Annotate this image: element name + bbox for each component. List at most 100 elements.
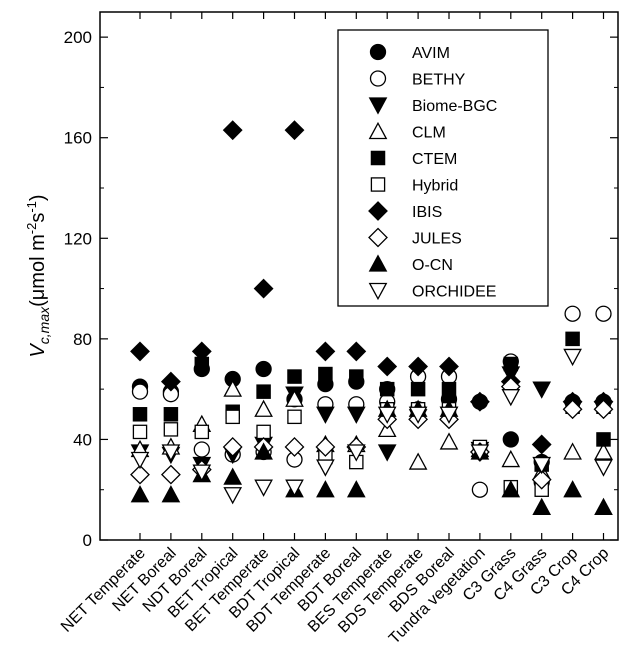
legend-marker xyxy=(368,121,388,140)
legend-label: O-CN xyxy=(412,257,453,274)
data-point-bethy xyxy=(471,481,489,498)
data-point-biome-bgc xyxy=(377,444,397,462)
data-point-o-cn xyxy=(223,467,243,485)
data-point-ctem xyxy=(441,381,457,397)
data-point-clm xyxy=(439,432,459,450)
y-label-unit-2: s xyxy=(27,213,49,223)
data-point-o-cn xyxy=(346,480,366,498)
data-point-orchidee xyxy=(346,444,366,462)
data-point-ibis xyxy=(315,341,336,362)
data-point-orchidee xyxy=(223,487,243,505)
data-point-o-cn xyxy=(316,480,335,498)
y-label-sub: c,max xyxy=(36,306,52,344)
legend-marker xyxy=(368,97,388,115)
y-tick-label: 80 xyxy=(73,330,92,349)
data-point-ibis xyxy=(377,356,398,377)
legend-marker xyxy=(368,282,388,301)
data-point-ibis xyxy=(408,356,429,377)
plot-area xyxy=(130,120,614,515)
data-point-clm xyxy=(223,379,243,397)
data-point-hybrid xyxy=(287,409,302,425)
legend-marker xyxy=(368,227,388,248)
data-point-orchidee xyxy=(563,348,582,367)
legend-label: IBIS xyxy=(412,204,442,221)
data-point-jules xyxy=(130,464,150,485)
data-point-clm xyxy=(408,452,428,470)
data-point-ibis xyxy=(531,434,552,455)
data-point-ctem xyxy=(349,369,364,384)
data-point-ibis xyxy=(284,120,305,141)
data-point-ctem xyxy=(379,381,395,397)
data-point-o-cn xyxy=(130,485,150,503)
legend: AVIM BETHY Biome-BGC CLM CTEM Hybrid IBIS JULES… xyxy=(337,29,549,307)
data-point-bethy xyxy=(193,441,210,458)
y-label-sup-2: -1 xyxy=(24,201,39,213)
data-point-clm xyxy=(285,389,304,407)
data-point-orchidee xyxy=(254,479,273,497)
data-point-ibis xyxy=(222,120,243,141)
data-point-orchidee xyxy=(470,444,490,462)
data-point-avim xyxy=(502,431,519,448)
data-point-orchidee xyxy=(285,479,304,497)
data-point-biome-bgc xyxy=(346,406,366,424)
data-point-bethy xyxy=(131,383,149,400)
legend-marker xyxy=(370,150,386,166)
data-point-ctem xyxy=(565,331,580,347)
legend-label: CLM xyxy=(412,125,446,142)
data-point-o-cn xyxy=(161,485,181,503)
data-point-biome-bgc xyxy=(532,381,552,399)
data-point-biome-bgc xyxy=(316,406,335,424)
data-point-ctem xyxy=(256,384,271,399)
legend-label: CTEM xyxy=(412,151,457,168)
data-point-jules xyxy=(315,437,336,457)
y-label-v: V xyxy=(27,343,49,358)
data-point-orchidee xyxy=(316,459,335,477)
data-point-hybrid xyxy=(194,424,210,440)
data-point-orchidee xyxy=(501,389,521,407)
legend-marker xyxy=(370,177,386,192)
data-point-ibis xyxy=(439,356,459,377)
y-tick-label: 120 xyxy=(64,229,92,248)
data-point-ibis xyxy=(130,341,150,362)
y-axis-label: Vc,max(μmol m-2s-1) xyxy=(24,194,52,357)
legend-label: Hybrid xyxy=(412,178,458,195)
y-tick-label: 200 xyxy=(64,28,92,47)
data-point-ctem xyxy=(132,407,148,422)
y-tick-label: 0 xyxy=(83,531,92,550)
data-point-orchidee xyxy=(192,464,212,482)
data-point-orchidee xyxy=(439,406,459,424)
data-point-ibis xyxy=(160,371,181,392)
data-point-ibis xyxy=(469,391,490,412)
data-point-ibis xyxy=(191,341,212,362)
data-point-jules xyxy=(160,464,181,485)
data-point-o-cn xyxy=(254,442,273,460)
data-point-orchidee xyxy=(377,406,397,424)
legend-marker xyxy=(368,201,388,221)
plot-frame xyxy=(99,11,619,541)
data-point-orchidee xyxy=(532,456,552,475)
legend-label: BETHY xyxy=(412,72,466,89)
data-point-o-cn xyxy=(501,480,521,498)
data-point-o-cn xyxy=(532,497,552,515)
data-point-o-cn xyxy=(594,497,613,515)
data-point-jules xyxy=(593,399,614,420)
data-point-clm xyxy=(563,442,582,460)
y-tick-label: 40 xyxy=(73,430,92,449)
data-point-o-cn xyxy=(563,480,582,498)
data-point-ctem xyxy=(318,366,333,382)
y-label-close: ) xyxy=(27,194,49,201)
data-point-hybrid xyxy=(163,422,179,437)
data-point-clm xyxy=(501,449,521,468)
data-point-bethy xyxy=(564,305,581,322)
data-point-hybrid xyxy=(256,424,271,440)
y-tick-label: 160 xyxy=(64,129,92,148)
data-point-ibis xyxy=(253,278,274,299)
data-point-orchidee xyxy=(130,451,150,470)
legend-label: Biome-BGC xyxy=(412,98,497,115)
data-point-jules xyxy=(222,437,243,457)
data-point-hybrid xyxy=(132,424,148,440)
data-point-jules xyxy=(531,469,552,490)
data-point-orchidee xyxy=(594,459,613,477)
legend-marker xyxy=(369,43,387,61)
